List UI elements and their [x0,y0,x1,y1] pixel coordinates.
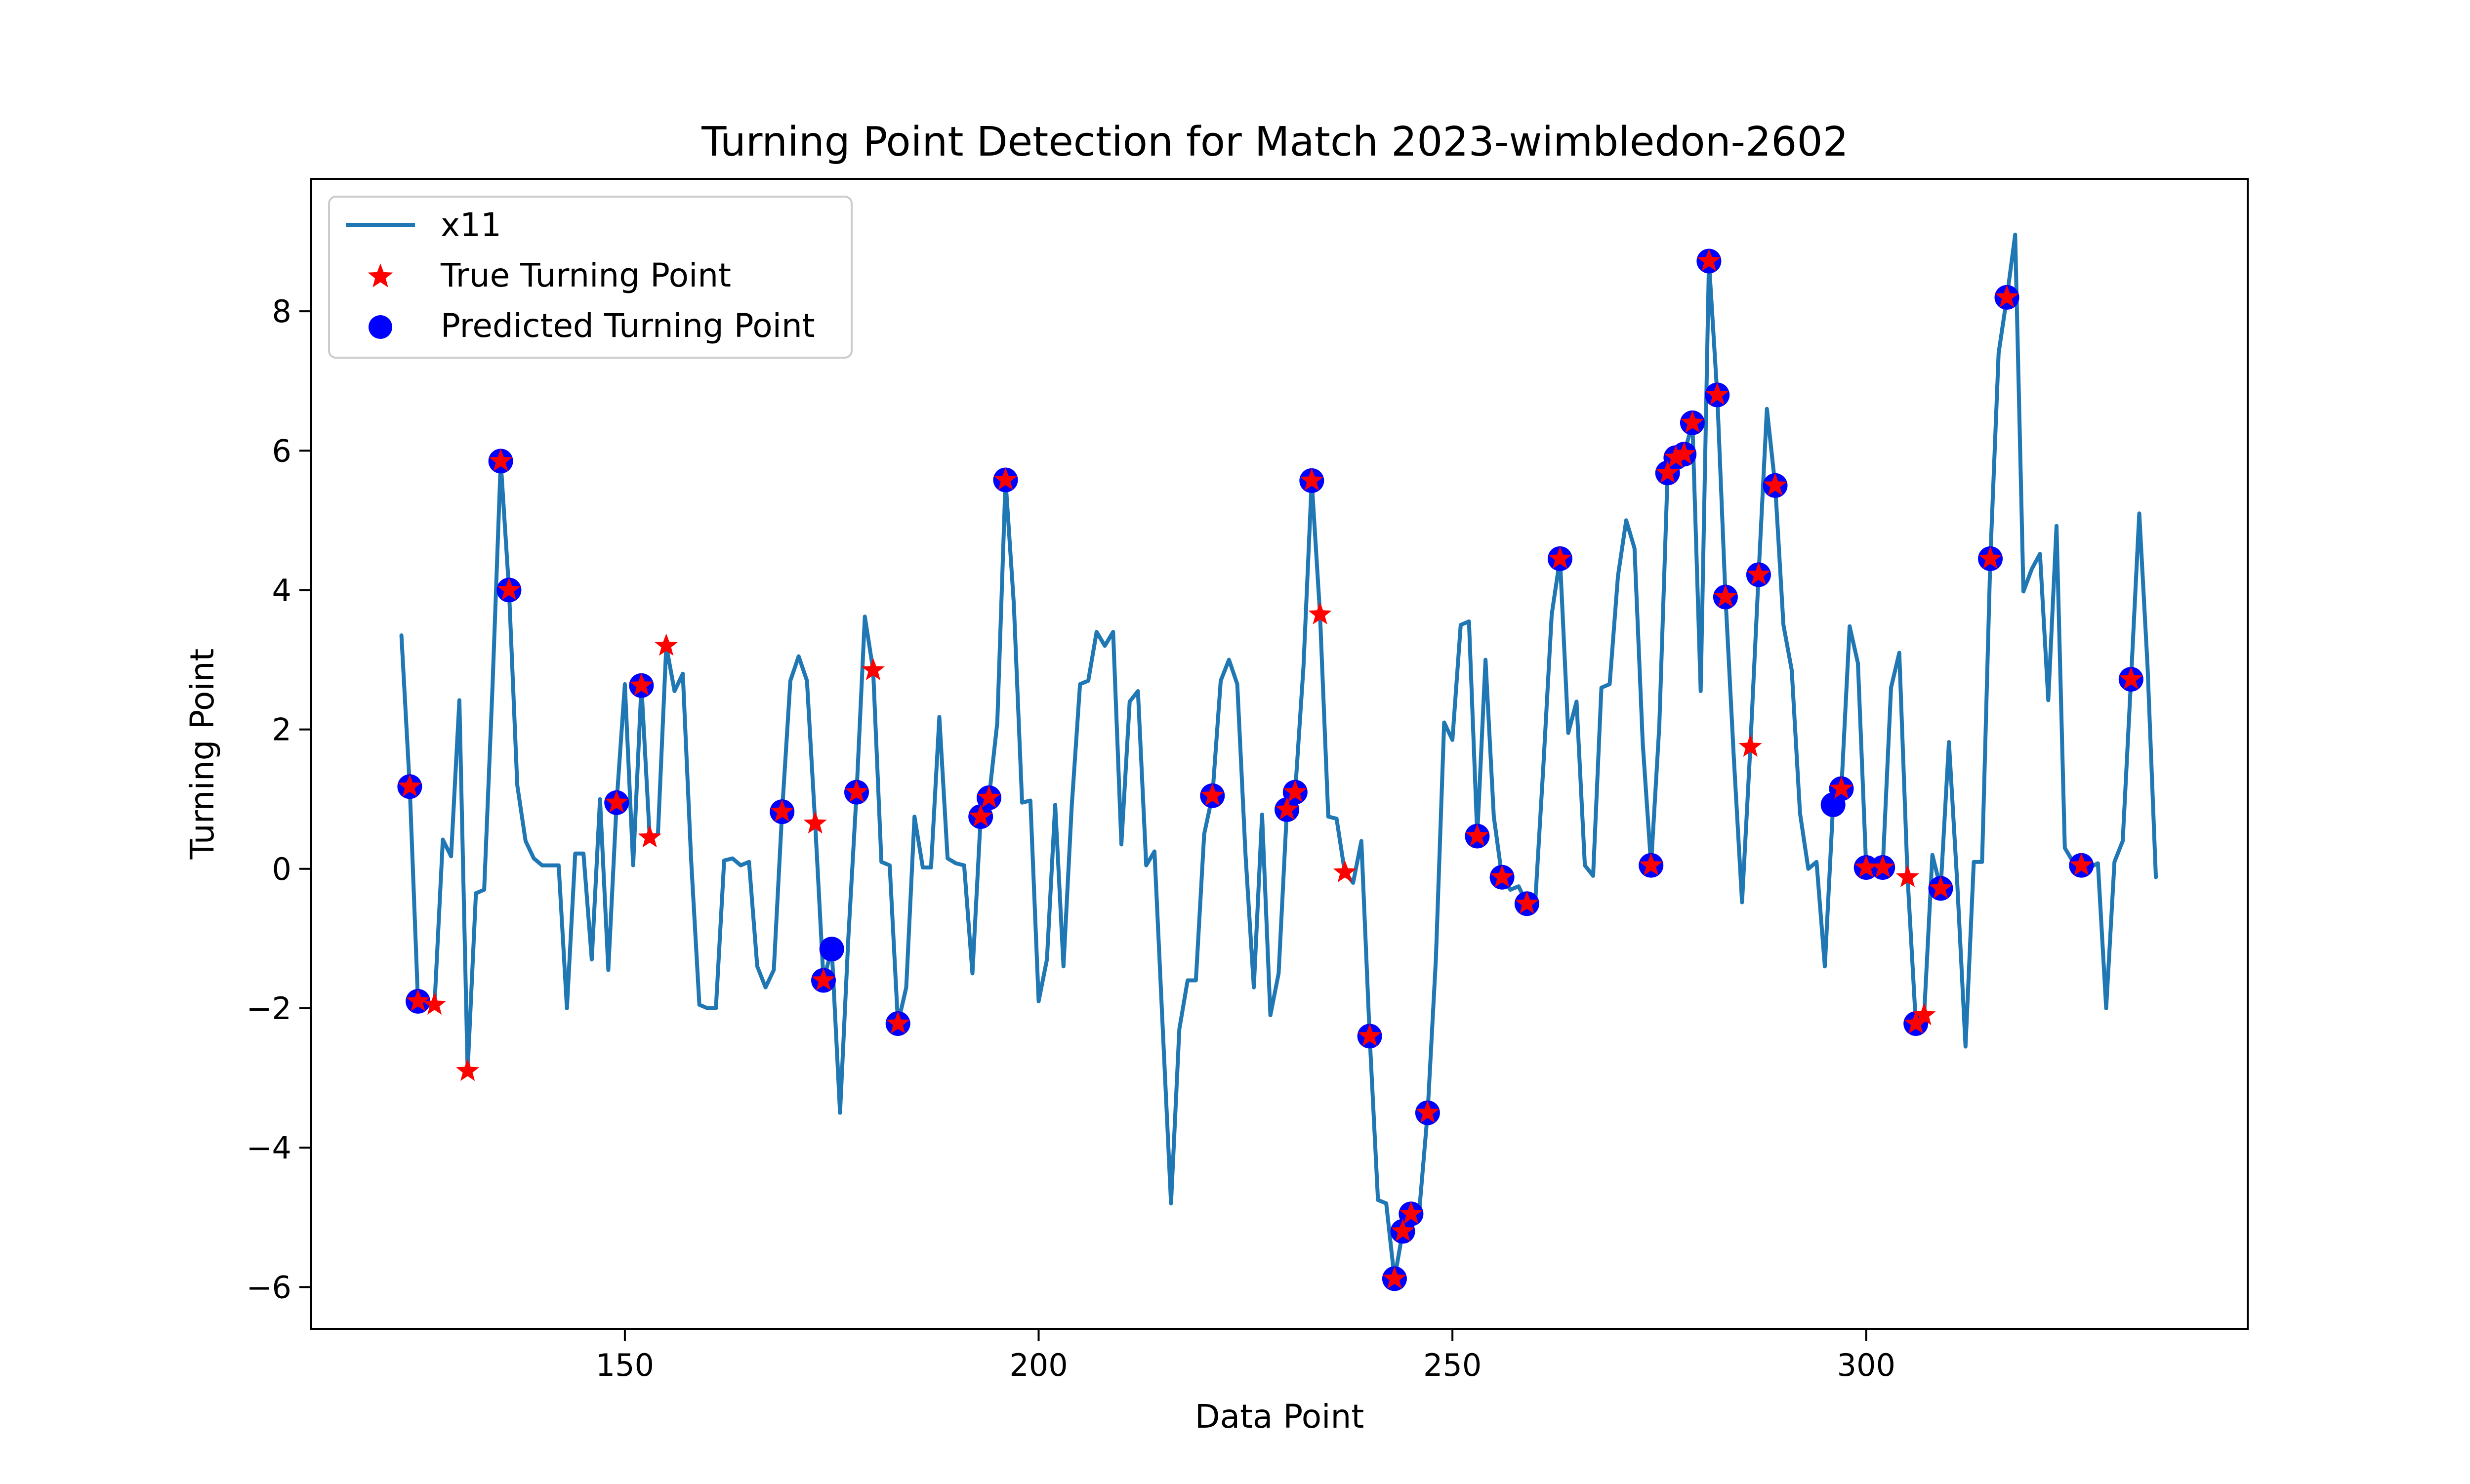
true-turning-point-marker [803,811,827,834]
legend-label-true-turning-point: True Turning Point [440,256,731,294]
true-turning-point-marker [1200,783,1224,806]
true-turning-point-marker [1465,824,1489,846]
true-turning-point-marker [1283,780,1307,802]
true-turning-point-marker [497,577,521,600]
true-turning-point-marker [406,989,430,1012]
y-tick-label: 0 [272,851,291,887]
true-turning-point-marker [1995,285,2019,308]
true-turning-point-marker [977,785,1001,808]
true-turning-point-marker [1358,1024,1382,1046]
legend-box [328,196,853,359]
true-turning-point-marker [1383,1266,1406,1289]
true-turning-point-marker [1763,473,1787,495]
y-tick-label: −2 [247,990,291,1027]
true-turning-point-marker [455,1059,480,1081]
y-tick-label: 8 [272,293,291,330]
true-turning-point-marker [969,804,992,827]
legend: x11 True Turning Point Predicted Turning… [328,196,853,359]
true-turning-point-marker [1912,1003,1936,1026]
true-turning-point-marker [2119,667,2143,690]
y-tick-label: 6 [272,433,291,469]
true-turning-point-marker [654,633,678,656]
chart-title: Turning Point Detection for Match 2023-w… [701,119,1849,165]
true-turning-point-marker [1829,776,1853,799]
true-turning-point-marker [1300,468,1324,491]
true-turning-point-marker [861,658,885,680]
y-axis-label: Turning Point [183,649,221,860]
true-turning-point-marker [489,449,513,471]
true-turning-point-marker [1275,797,1299,820]
legend-label-x11: x11 [441,206,501,244]
y-tick-label: 2 [272,712,291,748]
true-turning-point-marker [1978,546,2002,569]
y-tick-label: −6 [247,1269,291,1305]
true-turning-point-marker [1871,855,1894,878]
true-turning-point-marker [886,1011,910,1034]
true-turning-point-marker [1895,865,1920,887]
true-turning-point-marker [1399,1201,1423,1224]
true-turning-point-marker [605,790,628,813]
series-line-x11 [399,232,2158,1281]
true-turning-point-marker [812,968,835,990]
true-turning-point-marker [1639,853,1663,875]
x-tick-label: 200 [1009,1347,1068,1383]
true-turning-point-marker [398,774,422,797]
true-turning-point-marker [1490,865,1514,887]
true-turning-point-marker [1416,1100,1440,1123]
true-turning-point-marker [1705,382,1729,405]
true-turning-point-marker [1738,735,1762,757]
true-turning-point-marker [1672,442,1696,464]
legend-star-icon [368,263,393,288]
legend-label-predicted-turning-point: Predicted Turning Point [441,307,815,345]
true-turning-point-marker [1333,860,1357,883]
true-turning-point-marker [770,799,794,822]
true-turning-point-marker [1515,891,1539,914]
true-turning-point-marker [422,992,447,1015]
true-turning-point-marker [1391,1219,1415,1241]
axes-frame [310,178,2249,1330]
true-turning-point-marker [1656,460,1680,483]
true-turning-point-marker [1308,602,1332,624]
y-tick-label: 4 [272,572,291,608]
predicted-turning-point-marker [819,937,844,962]
true-turning-point-marker [1548,546,1572,569]
true-turning-point-marker [1714,584,1737,607]
true-turning-point-marker [1697,248,1721,271]
true-turning-point-marker [2069,853,2093,875]
true-turning-point-marker [1929,876,1953,899]
true-turning-point-marker [1747,562,1770,585]
true-turning-point-marker [629,673,654,696]
true-turning-point-marker [993,467,1018,490]
plot-area [397,232,2158,1291]
y-tick-label: −4 [247,1130,291,1166]
x-tick-label: 150 [596,1347,654,1383]
legend-circle-icon [369,315,392,339]
x-tick-label: 250 [1423,1347,1482,1383]
true-turning-point-marker [845,780,868,802]
x-tick-label: 300 [1837,1347,1895,1383]
x-axis-label: Data Point [1195,1398,1364,1436]
true-turning-point-marker [638,825,661,848]
true-turning-point-marker [1681,410,1704,433]
